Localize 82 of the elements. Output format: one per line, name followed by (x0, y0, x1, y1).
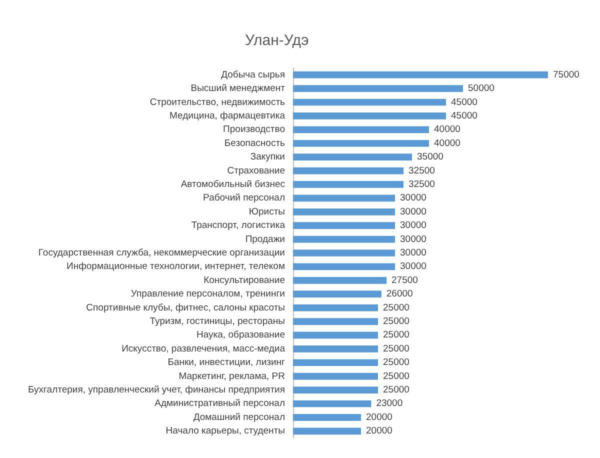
y-tick-label: Консультирование (204, 274, 285, 286)
y-tick-label: Страхование (227, 165, 285, 176)
data-label: 35000 (417, 152, 444, 163)
y-tick-label: Административный персонал (154, 398, 285, 410)
bar (293, 236, 395, 243)
y-tick-label: Добыча сырья (221, 69, 285, 80)
bar (293, 332, 378, 339)
bar (293, 276, 386, 284)
data-label: 20000 (366, 426, 392, 437)
bar (293, 71, 548, 78)
y-tick-label: Маркетинг, реклама, PR (178, 370, 286, 382)
data-label: 25000 (383, 343, 410, 354)
y-tick-label: Туризм, гостиницы, рестораны (150, 316, 286, 328)
bar (293, 414, 361, 421)
y-tick-label: Автомобильный бизнес (180, 178, 286, 190)
bar (293, 194, 395, 202)
bar (293, 181, 404, 188)
bar (293, 140, 429, 147)
bar (293, 250, 395, 256)
data-label: 25000 (383, 302, 410, 314)
y-tick-label: Медицина, фармацевтика (170, 110, 286, 122)
bar (293, 167, 404, 174)
y-tick-label: Безопасность (224, 138, 286, 149)
data-label: 30000 (400, 234, 426, 245)
bar (293, 359, 378, 366)
y-tick-label: Управление персоналом, тренинги (130, 288, 285, 300)
data-label: 25000 (383, 330, 410, 341)
data-label: 30000 (400, 261, 426, 272)
y-tick-label: Домашний персонал (193, 412, 285, 423)
y-tick-label: Искусство, развлечения, масс-медиа (122, 343, 286, 354)
y-tick-label: Банки, инвестиции, лизинг (168, 357, 286, 368)
bar (293, 346, 378, 352)
data-label: 25000 (383, 316, 410, 328)
bar (293, 372, 378, 380)
bar (293, 208, 395, 216)
data-label: 50000 (468, 83, 494, 94)
bar (293, 428, 361, 435)
bar (293, 222, 395, 230)
data-label: 23000 (376, 398, 403, 410)
y-tick-label: Продажи (245, 234, 285, 245)
data-label: 25000 (383, 370, 410, 382)
data-label: 30000 (400, 206, 426, 218)
data-label: 25000 (383, 357, 410, 368)
data-label: 20000 (366, 412, 392, 423)
bar (293, 112, 446, 120)
bar (293, 85, 463, 92)
y-tick-label: Высший менеджмент (190, 83, 286, 94)
chart-title: Улан-Удэ (245, 32, 310, 49)
bar (293, 126, 429, 134)
bar (293, 290, 382, 298)
y-tick-label: Производство (223, 124, 285, 136)
data-label: 30000 (400, 220, 426, 232)
data-label: 30000 (400, 192, 426, 204)
y-tick-label: Спортивные клубы, фитнес, салоны красоты (86, 302, 286, 314)
data-label: 75000 (553, 69, 580, 80)
data-label: 26000 (386, 288, 413, 300)
data-label: 45000 (451, 110, 478, 122)
y-tick-label: Бухгалтерия, управленческий учет, финансы предприятия (28, 384, 285, 396)
y-tick-label: Информационные технологии, интернет, телеком (66, 261, 285, 272)
y-tick-label: Строительство, недвижимость (150, 96, 286, 108)
y-tick-label: Закупки (250, 152, 285, 163)
data-label: 45000 (451, 96, 478, 108)
bar (293, 263, 395, 270)
bar (293, 386, 378, 394)
bar (293, 400, 372, 408)
y-tick-label: Начало карьеры, студенты (166, 426, 286, 437)
y-tick-label: Юристы (248, 206, 286, 218)
y-tick-label: Наука, образование (196, 330, 285, 341)
bar (293, 98, 446, 106)
data-label: 25000 (383, 384, 410, 396)
y-tick-label: Рабочий персонал (203, 192, 285, 204)
bar (293, 318, 378, 325)
bar (293, 154, 412, 160)
data-label: 40000 (434, 124, 460, 136)
data-label: 27500 (392, 274, 418, 286)
y-tick-label: Государственная служба, некоммерческие организации (38, 248, 285, 258)
data-label: 32500 (408, 165, 435, 176)
y-tick-label: Транспорт, логистика (191, 220, 286, 232)
bar (293, 304, 378, 312)
data-label: 30000 (400, 248, 426, 258)
data-label: 32500 (408, 178, 435, 190)
data-label: 40000 (434, 138, 460, 149)
